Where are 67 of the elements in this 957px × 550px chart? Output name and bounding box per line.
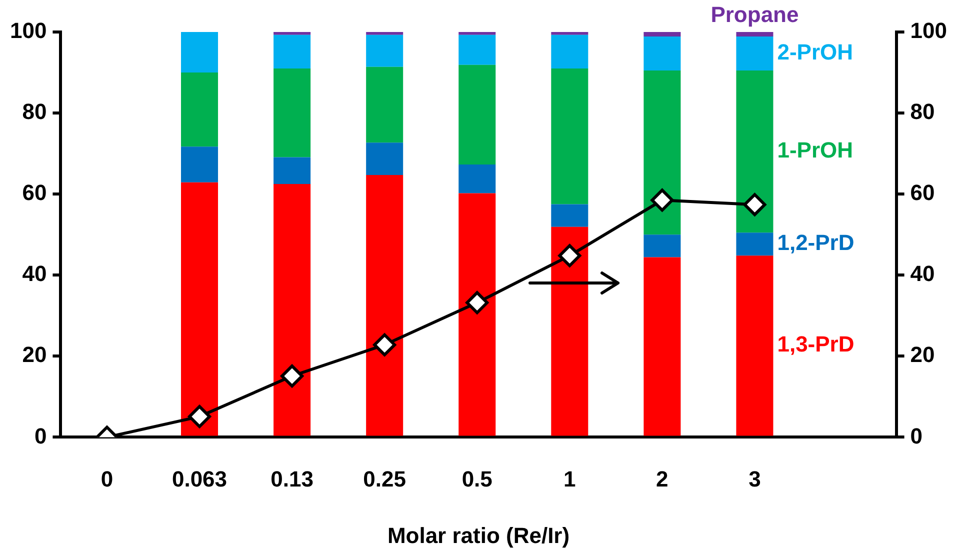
bar [458, 193, 496, 436]
bar [644, 36, 681, 70]
series-label: 1,3-PrD [777, 332, 854, 357]
y2-tick-label: 80 [910, 99, 935, 124]
y2-tick-label: 20 [910, 342, 935, 368]
bar [274, 32, 311, 35]
bar [181, 146, 218, 182]
y2-tick-label: 40 [910, 261, 935, 286]
y-tick-label: 80 [22, 99, 47, 124]
x-axis-title: Molar ratio (Re/Ir) [387, 522, 570, 548]
bar [366, 175, 404, 436]
y2-tick-label: 60 [910, 180, 935, 206]
bar [274, 184, 311, 436]
bar [551, 32, 588, 35]
series-label: 1-PrOH [777, 138, 854, 163]
series-label: 1,2-PrD [777, 230, 854, 256]
y-tick-label: 0 [34, 423, 47, 448]
bar [181, 32, 218, 73]
x-tick-label: 3 [748, 466, 761, 492]
point [743, 193, 766, 216]
x-tick-label: 0.25 [363, 466, 406, 492]
point [650, 188, 674, 212]
bar [458, 164, 496, 194]
x-tick-label: 2 [656, 466, 668, 492]
bar [736, 36, 774, 70]
y-tick-label: 60 [22, 180, 47, 206]
bar [458, 64, 496, 164]
bar [458, 32, 496, 35]
bar [274, 68, 311, 158]
y-tick-label: 20 [22, 342, 47, 368]
bar [181, 182, 218, 436]
bar [181, 72, 218, 147]
y-tick-label: 100 [10, 18, 47, 44]
point [280, 364, 304, 388]
x-tick-label: 1 [564, 466, 576, 492]
bar [736, 70, 774, 233]
y-tick-label: 40 [22, 261, 47, 286]
bar [458, 34, 496, 65]
y2-tick-label: 100 [910, 18, 948, 44]
bar [644, 257, 681, 436]
point [466, 291, 489, 314]
bar [644, 70, 681, 235]
bar [366, 66, 404, 143]
series-label: 2-PrOH [777, 40, 854, 65]
bar [551, 68, 588, 204]
bar [366, 142, 404, 176]
point [373, 333, 396, 356]
bar [736, 32, 774, 36]
x-tick-label: 0.13 [270, 466, 314, 492]
point [188, 405, 212, 428]
bar [736, 256, 774, 436]
bar [644, 32, 681, 36]
x-tick-label: 0.5 [462, 466, 492, 492]
bar [274, 34, 311, 68]
x-tick-label: 0.063 [172, 466, 228, 492]
y2-tick-label: 0 [910, 423, 923, 448]
series-label: Propane [710, 2, 799, 28]
bar [366, 32, 404, 35]
x-tick-label: 0 [100, 466, 114, 492]
bar [366, 34, 404, 67]
bar [736, 232, 774, 256]
bar [644, 234, 681, 258]
bar [551, 204, 588, 227]
bar [551, 226, 588, 436]
bar [551, 34, 588, 68]
point [558, 244, 582, 268]
bar [274, 157, 311, 184]
